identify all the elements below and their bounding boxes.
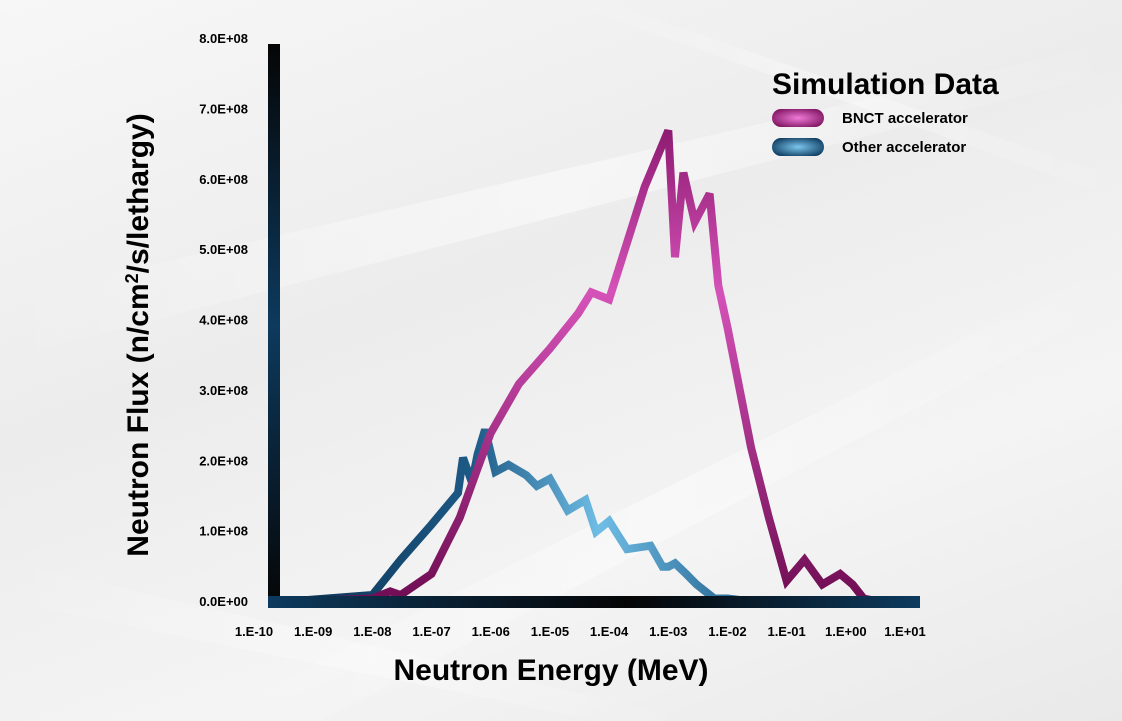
y-axis-title: Neutron Flux (n/cm2/s/lethargy) bbox=[122, 113, 155, 556]
x-tick-label: 1.E-01 bbox=[767, 624, 805, 639]
legend-label-bnct: BNCT accelerator bbox=[842, 110, 968, 127]
x-tick-label: 1.E-03 bbox=[649, 624, 687, 639]
y-tick-label: 0.0E+00 bbox=[199, 594, 248, 609]
x-tick-label: 1.E-07 bbox=[412, 624, 450, 639]
y-tick-label: 8.0E+08 bbox=[199, 31, 248, 46]
x-axis-title: Neutron Energy (MeV) bbox=[393, 654, 708, 687]
legend: Simulation Data BNCT accelerator Other a… bbox=[772, 68, 999, 156]
legend-label-other: Other accelerator bbox=[842, 139, 966, 156]
x-tick-label: 1.E-06 bbox=[472, 624, 510, 639]
x-tick-labels: 1.E-10 1.E-09 1.E-08 1.E-07 1.E-06 1.E-05 1.E-… bbox=[235, 624, 926, 639]
y-tick-label: 1.0E+08 bbox=[199, 524, 248, 539]
y-axis-line bbox=[268, 44, 280, 608]
legend-item-bnct: BNCT accelerator bbox=[772, 109, 968, 127]
y-tick-label: 2.0E+08 bbox=[199, 453, 248, 468]
y-tick-label: 7.0E+08 bbox=[199, 101, 248, 116]
x-axis-line bbox=[268, 596, 920, 608]
x-tick-label: 1.E-10 bbox=[235, 624, 273, 639]
y-tick-label: 6.0E+08 bbox=[199, 172, 248, 187]
x-tick-label: 1.E+01 bbox=[884, 624, 926, 639]
x-tick-label: 1.E-05 bbox=[531, 624, 569, 639]
x-tick-label: 1.E-08 bbox=[353, 624, 391, 639]
x-tick-label: 1.E-02 bbox=[708, 624, 746, 639]
x-tick-label: 1.E+00 bbox=[825, 624, 867, 639]
y-tick-label: 5.0E+08 bbox=[199, 242, 248, 257]
x-tick-label: 1.E-09 bbox=[294, 624, 332, 639]
series-line-bnct bbox=[280, 128, 905, 606]
legend-title: Simulation Data bbox=[772, 68, 999, 101]
legend-swatch-bnct bbox=[772, 109, 824, 127]
legend-item-other: Other accelerator bbox=[772, 138, 966, 156]
legend-swatch-other bbox=[772, 138, 824, 156]
y-tick-label: 3.0E+08 bbox=[199, 383, 248, 398]
y-tick-labels: 0.0E+00 1.0E+08 2.0E+08 3.0E+08 4.0E+08 5.0E+… bbox=[199, 31, 248, 609]
y-tick-label: 4.0E+08 bbox=[199, 313, 248, 328]
x-tick-label: 1.E-04 bbox=[590, 624, 629, 639]
